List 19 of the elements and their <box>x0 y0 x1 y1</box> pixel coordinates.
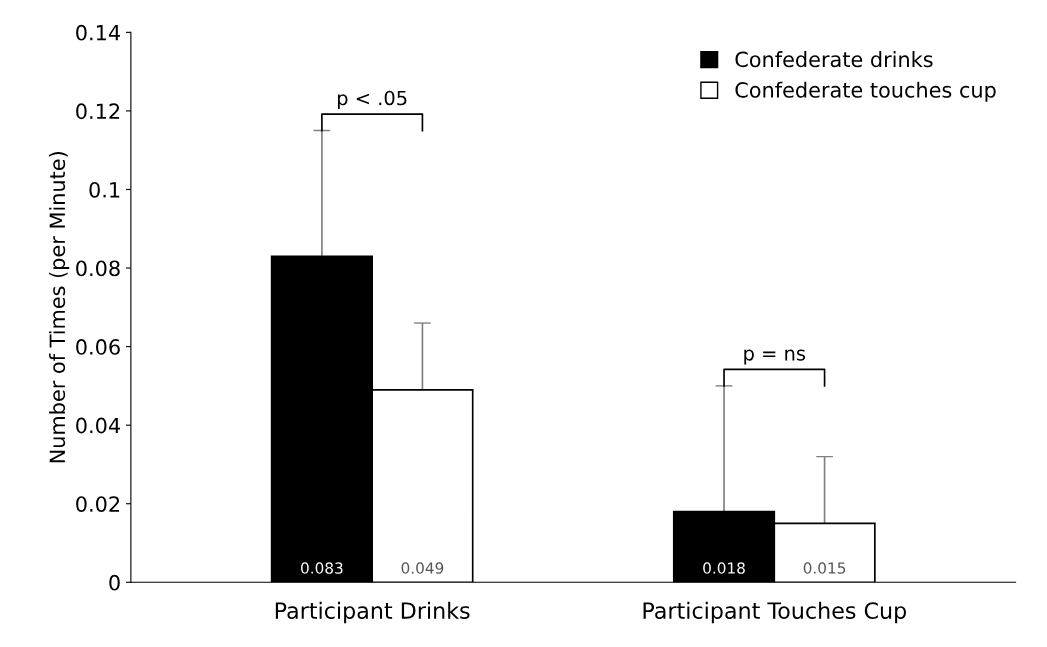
y-tick-label: 0.14 <box>76 24 120 41</box>
y-tick-label: 0 <box>109 574 120 591</box>
annotation: p < .05 <box>337 90 407 110</box>
y-tick-label: 0.04 <box>76 417 120 434</box>
data-label: 0.015 <box>803 562 846 574</box>
annotation: p = ns <box>744 349 806 365</box>
data-label: 0.049 <box>401 562 444 574</box>
data-label: 0.083 <box>301 562 343 574</box>
y-axis-title: Number of Times (per Minute) <box>49 152 70 463</box>
y-tick-label: 0.12 <box>76 103 120 120</box>
legend-label: Confederate touches cup <box>735 81 996 102</box>
y-tick-label: 0.1 <box>89 181 120 198</box>
x-tick-label: Participant Drinks <box>275 601 470 624</box>
data-label: 0.018 <box>703 562 745 574</box>
y-tick-label: 0.08 <box>76 260 120 277</box>
legend-label: Confederate drinks <box>735 51 933 68</box>
x-tick-label: Participant Touches Cup <box>643 601 906 624</box>
y-tick-label: 0.06 <box>76 339 120 355</box>
y-tick-label: 0.02 <box>76 496 120 512</box>
